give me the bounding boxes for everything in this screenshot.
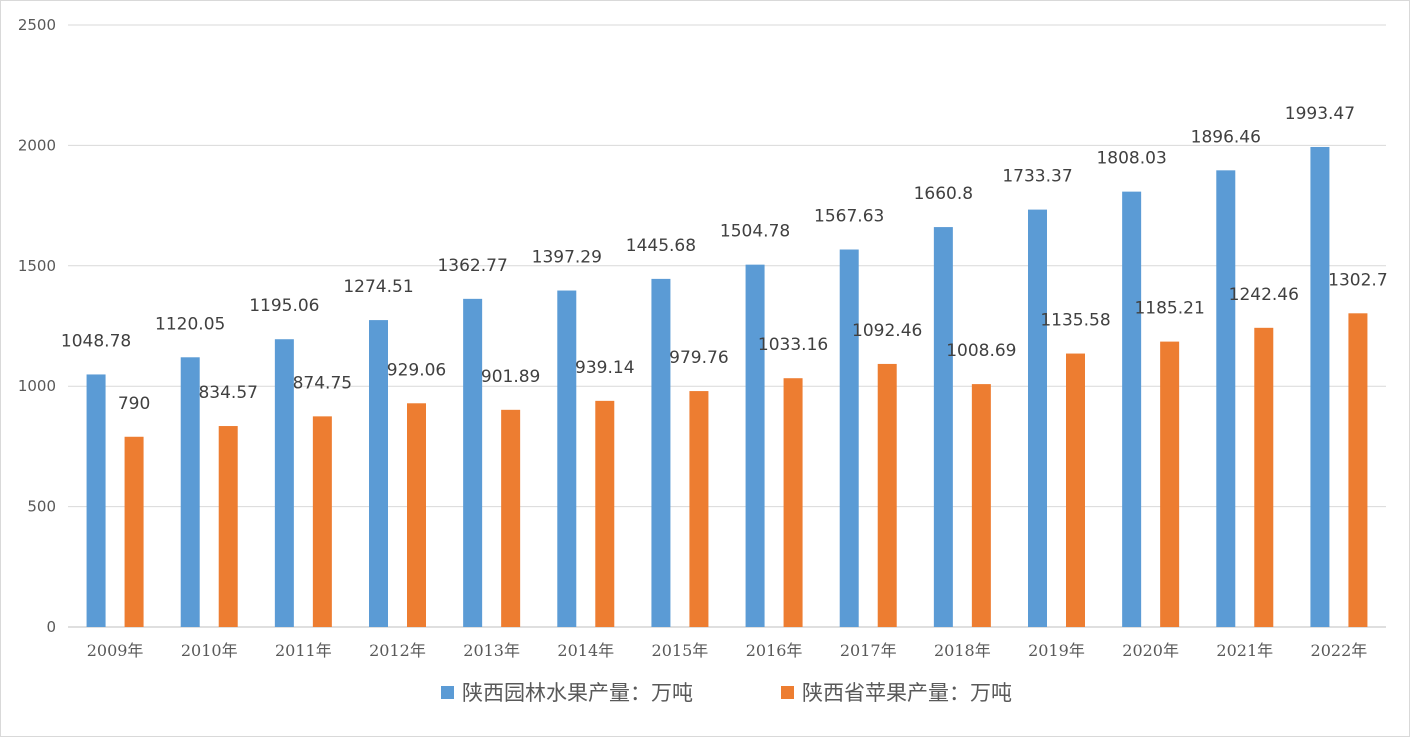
- bars: [86, 146, 1368, 628]
- y-tick-label: 500: [27, 498, 56, 516]
- gridlines: [68, 24, 1386, 628]
- fruit-data-label: 1733.37: [1002, 167, 1072, 187]
- apple-data-label: 1185.21: [1134, 299, 1204, 319]
- y-tick-label: 1000: [18, 377, 56, 395]
- fruit-bar: [274, 339, 294, 627]
- legend-label-apple: 陕西省苹果产量：万吨: [802, 681, 1012, 705]
- x-axis-tick-labels: 2009年 2010年 2011年 2012年 2013年 2014年 2015年 2016年…: [87, 641, 1368, 660]
- apple-data-label: 1033.16: [758, 335, 828, 355]
- fruit-data-label: 1397.29: [532, 248, 602, 268]
- fruit-bar: [933, 227, 953, 628]
- apple-data-label: 901.89: [481, 367, 540, 387]
- fruit-data-label: 1567.63: [814, 207, 884, 227]
- apple-data-label: 929.06: [387, 360, 446, 380]
- x-tick-label: 2009年: [87, 641, 144, 660]
- fruit-data-label: 1195.06: [249, 296, 319, 316]
- x-tick-label: 2017年: [840, 641, 897, 660]
- legend-label-fruit: 陕西园林水果产量：万吨: [462, 681, 693, 705]
- fruit-bar: [557, 290, 577, 627]
- fruit-data-label: 1274.51: [343, 277, 413, 297]
- apple-data-label: 1302.7: [1328, 270, 1387, 290]
- apple-bar: [218, 426, 238, 627]
- apple-bar: [971, 384, 991, 627]
- fruit-data-label: 1660.8: [914, 184, 973, 204]
- x-tick-label: 2020年: [1122, 641, 1179, 660]
- x-tick-label: 2012年: [369, 641, 426, 660]
- apple-data-label: 874.75: [293, 373, 352, 393]
- fruit-bar: [1028, 209, 1047, 628]
- x-tick-label: 2013年: [463, 641, 520, 660]
- apple-data-label: 1135.58: [1040, 311, 1110, 331]
- y-tick-label: 1500: [18, 257, 56, 275]
- legend[interactable]: 陕西园林水果产量：万吨 陕西省苹果产量：万吨: [441, 681, 1012, 705]
- apple-data-label: 1242.46: [1229, 285, 1299, 305]
- fruit-bar: [745, 264, 765, 627]
- apple-bar: [1160, 341, 1180, 627]
- apple-data-label: 1008.69: [946, 341, 1016, 361]
- apple-bar: [312, 416, 332, 627]
- fruit-data-label: 1808.03: [1096, 149, 1166, 169]
- apple-bar: [689, 391, 709, 627]
- legend-swatch-fruit: [441, 686, 454, 699]
- fruit-data-label: 1993.47: [1285, 104, 1355, 124]
- apple-data-label: 834.57: [198, 383, 257, 403]
- apple-bar: [407, 403, 426, 627]
- x-tick-label: 2014年: [557, 641, 614, 660]
- apple-bar: [1348, 313, 1368, 627]
- x-tick-label: 2015年: [652, 641, 709, 660]
- fruit-data-label: 1445.68: [626, 236, 696, 256]
- y-axis-tick-labels: 0 500 1000 1500 2000 2500: [18, 16, 56, 636]
- legend-swatch-apple: [781, 686, 794, 699]
- fruit-bar: [1122, 191, 1142, 627]
- fruit-data-label: 1504.78: [720, 222, 790, 242]
- fruit-bar: [463, 298, 483, 627]
- fruit-bar: [180, 357, 200, 627]
- fruit-bar: [86, 374, 106, 627]
- apple-bar: [1254, 327, 1274, 627]
- apple-bar: [1066, 353, 1085, 627]
- apple-bar: [595, 400, 615, 627]
- apple-data-label: 939.14: [575, 358, 634, 378]
- apple-bar: [783, 378, 803, 627]
- x-tick-label: 2019年: [1028, 641, 1085, 660]
- x-tick-label: 2011年: [275, 641, 332, 660]
- x-tick-label: 2010年: [181, 641, 238, 660]
- fruit-data-label: 1048.78: [61, 331, 131, 351]
- fruit-bar: [839, 249, 859, 627]
- apple-bar: [501, 409, 521, 627]
- apple-data-label: 790: [118, 394, 150, 414]
- apple-data-label: 979.76: [669, 348, 728, 368]
- x-tick-label: 2021年: [1216, 641, 1273, 660]
- fruit-data-label: 1120.05: [155, 314, 225, 334]
- fruit-bar: [1310, 146, 1330, 628]
- x-tick-label: 2022年: [1311, 641, 1368, 660]
- y-tick-label: 0: [46, 618, 56, 636]
- fruit-data-label: 1896.46: [1191, 127, 1261, 147]
- fruit-bar: [369, 320, 388, 627]
- y-tick-label: 2500: [18, 16, 56, 34]
- apple-bar: [877, 363, 897, 627]
- x-tick-label: 2018年: [934, 641, 991, 660]
- y-tick-label: 2000: [18, 136, 56, 154]
- fruit-bar: [651, 278, 671, 627]
- data-labels: 1048.78 790 1120.05 834.57 1195.06 874.75 1274…: [61, 104, 1388, 414]
- fruit-bar: [1216, 170, 1236, 627]
- fruit-data-label: 1362.77: [437, 256, 507, 276]
- apple-bar: [124, 436, 144, 627]
- x-tick-label: 2016年: [746, 641, 803, 660]
- apple-data-label: 1092.46: [852, 321, 922, 341]
